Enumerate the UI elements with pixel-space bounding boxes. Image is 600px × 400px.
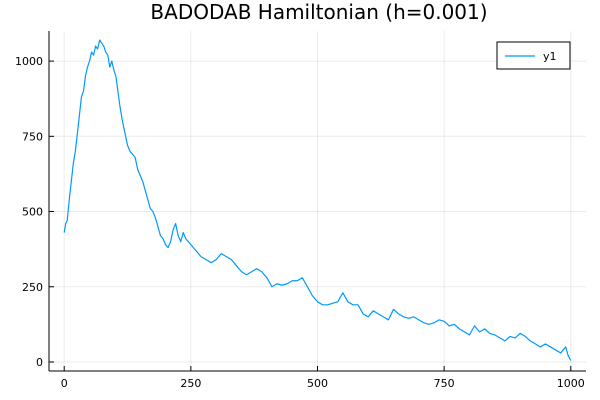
x-tick-label: 1000 bbox=[557, 377, 585, 390]
x-tick-label: 750 bbox=[434, 377, 455, 390]
x-tick-label: 250 bbox=[180, 377, 201, 390]
plot-area bbox=[63, 39, 572, 361]
y-tick-label: 1000 bbox=[15, 55, 43, 68]
legend-label: y1 bbox=[543, 50, 557, 63]
x-tick-label: 500 bbox=[307, 377, 328, 390]
chart-title: BADODAB Hamiltonian (h=0.001) bbox=[150, 0, 487, 24]
legend: y1 bbox=[496, 41, 571, 70]
x-tick-label: 0 bbox=[61, 377, 68, 390]
y-tick-label: 250 bbox=[22, 281, 43, 294]
y-tick-label: 750 bbox=[22, 130, 43, 143]
y-tick-label: 500 bbox=[22, 206, 43, 219]
axes: 0 250 500 750 1000 0 250 500 750 1000 bbox=[15, 31, 586, 390]
series-line-y1 bbox=[63, 39, 572, 361]
y-tick-label: 0 bbox=[36, 356, 43, 369]
grid bbox=[49, 31, 586, 371]
